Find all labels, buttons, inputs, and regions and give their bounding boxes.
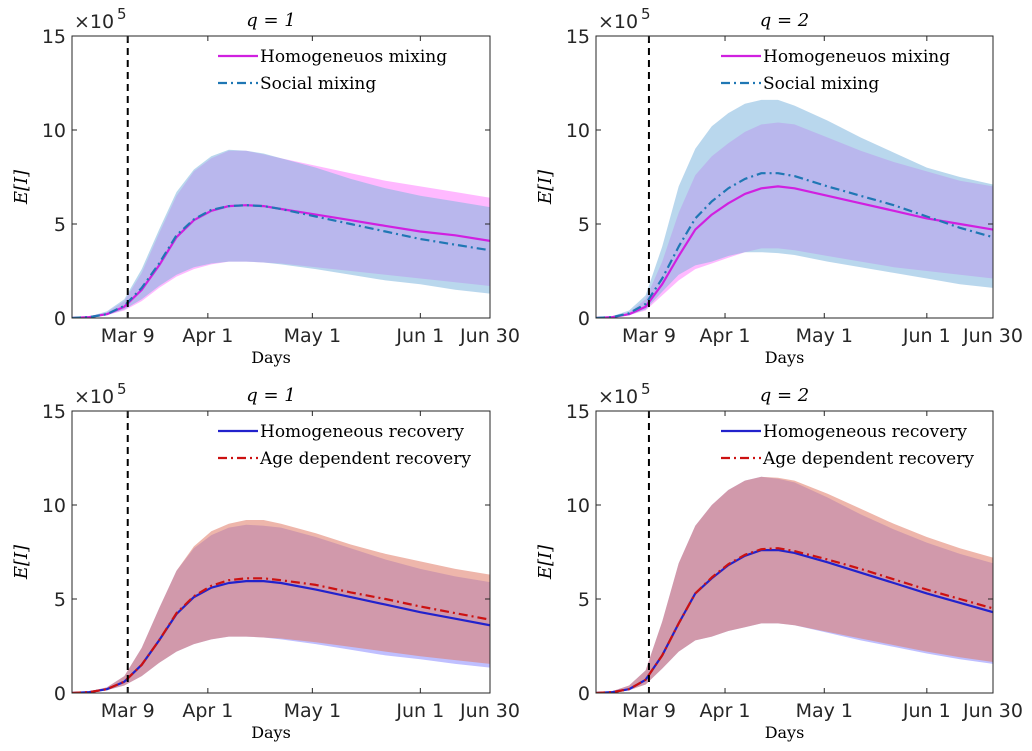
y-exponent: 5 [117,380,127,398]
series-line-2 [596,547,993,693]
x-tick-label: Jun 30 [459,700,520,722]
axes-box [595,410,994,694]
x-tick-label: Mar 9 [101,700,155,722]
chart-title: q = 2 [760,385,810,406]
chart-title: q = 1 [246,10,296,31]
legend-label-1: Homogeneous recovery [763,422,967,442]
legend-label-2: Social mixing [763,74,879,94]
legend-label-2: Age dependent recovery [762,449,974,469]
chart-title: q = 1 [246,385,296,406]
y-tick-label: 5 [578,589,590,611]
legend-label-1: Homogeneous recovery [260,422,464,442]
series-band-2 [596,99,993,318]
series-line-2 [72,204,490,318]
plot-area [72,149,490,318]
x-tick-label: Mar 9 [101,325,155,347]
chart-title: q = 2 [760,10,810,31]
series-line-1 [596,185,993,318]
x-tick-label: Apr 1 [182,700,233,722]
y-tick-label: 15 [42,26,66,48]
axes-box [595,35,994,319]
y-tick-label: 0 [54,683,66,705]
y-tick-label: 0 [54,308,66,330]
y-tick-label: 10 [42,495,66,517]
x-axis-label: Days [251,723,291,742]
y-tick-label: 5 [54,589,66,611]
x-axis-label: Days [765,348,805,367]
y-axis-label: E[I] [11,169,32,205]
y-multiplier: ×10 [74,11,114,33]
legend-label-2: Age dependent recovery [259,449,471,469]
x-tick-label: May 1 [284,325,341,347]
y-tick-label: 10 [566,495,590,517]
axes-box [71,410,491,694]
x-axis-label: Days [251,348,291,367]
plot-area [596,476,993,693]
x-tick-label: Jun 1 [902,325,951,347]
series-band-2 [72,520,490,693]
x-axis-label: Days [765,723,805,742]
x-tick-label: May 1 [796,700,853,722]
x-tick-label: Apr 1 [700,700,751,722]
series-band-2 [596,476,993,693]
y-axis-label: E[I] [535,544,556,580]
x-tick-label: Jun 1 [395,325,444,347]
y-tick-label: 15 [566,401,590,423]
plot-area [596,99,993,318]
series-band-2 [72,149,490,318]
y-tick-label: 10 [566,120,590,142]
y-multiplier: ×10 [598,386,638,408]
axes-box [71,35,491,319]
series-line-2 [596,172,993,318]
y-exponent: 5 [641,380,651,398]
series-line-2 [72,577,490,693]
y-exponent: 5 [117,5,127,23]
x-tick-label: Apr 1 [182,325,233,347]
x-tick-label: Mar 9 [622,325,676,347]
y-axis-label: E[I] [11,544,32,580]
x-tick-label: Apr 1 [700,325,751,347]
x-tick-label: May 1 [796,325,853,347]
legend-label-1: Homogeneuos mixing [260,47,447,67]
legend-label-2: Social mixing [260,74,376,94]
y-tick-label: 10 [42,120,66,142]
y-tick-label: 0 [578,683,590,705]
x-tick-label: May 1 [284,700,341,722]
plot-area [72,520,490,693]
y-axis-label: E[I] [535,169,556,205]
x-tick-label: Mar 9 [622,700,676,722]
x-tick-label: Jun 1 [902,700,951,722]
series-line-1 [72,580,490,693]
y-tick-label: 0 [578,308,590,330]
x-tick-label: Jun 30 [459,325,520,347]
y-multiplier: ×10 [74,386,114,408]
y-multiplier: ×10 [598,11,638,33]
y-tick-label: 5 [578,214,590,236]
y-tick-label: 15 [566,26,590,48]
x-tick-label: Jun 30 [962,325,1023,347]
legend-label-1: Homogeneuos mixing [763,47,950,67]
y-tick-label: 5 [54,214,66,236]
x-tick-label: Jun 1 [395,700,444,722]
x-tick-label: Jun 30 [962,700,1023,722]
y-tick-label: 15 [42,401,66,423]
y-exponent: 5 [641,5,651,23]
